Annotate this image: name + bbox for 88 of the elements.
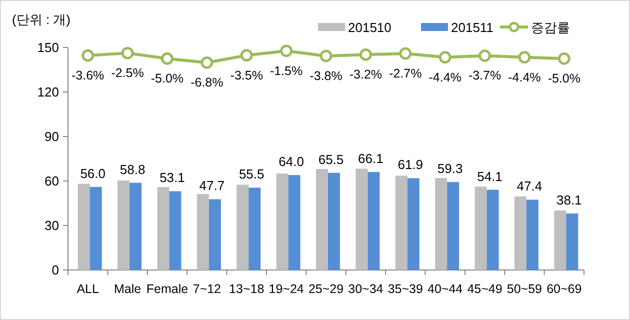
bar (435, 178, 448, 270)
point (359, 48, 372, 61)
x-tick-label: 25~29 (308, 282, 344, 296)
x-tick-label: 13~18 (229, 282, 264, 296)
bar (328, 172, 340, 270)
data-label: 53.1 (160, 170, 185, 186)
bar (486, 190, 499, 270)
bar (514, 196, 526, 270)
data-label: 38.1 (556, 192, 582, 208)
x-tick-label: 7~12 (192, 282, 222, 296)
y-tick-label: 90 (44, 129, 59, 144)
bar (356, 168, 368, 270)
bar (90, 186, 102, 270)
point (478, 49, 492, 62)
bar (407, 178, 420, 270)
data-label: -4.4% (508, 70, 541, 84)
bar (288, 175, 300, 270)
bar (526, 200, 538, 270)
bar (474, 186, 487, 270)
bar (78, 184, 90, 270)
y-tick-label: 60 (44, 174, 59, 188)
data-label: 47.4 (516, 178, 542, 194)
y-tick-label: 30 (44, 218, 59, 233)
x-tick-label: 60~69 (546, 282, 582, 296)
legend-label: 201510 (348, 20, 392, 35)
bar (248, 188, 261, 270)
data-label: -3.7% (468, 68, 502, 83)
ylabel: (단위 : 개) (12, 12, 70, 27)
x-tick-label: 50~59 (506, 282, 542, 296)
point (280, 44, 293, 58)
data-label: -6.8% (190, 76, 224, 90)
data-label: -3.2% (349, 68, 382, 82)
point (160, 52, 174, 65)
bar (368, 172, 380, 270)
point (320, 50, 332, 62)
x-tick-label: 19~24 (268, 282, 304, 296)
point (121, 46, 134, 60)
data-label: -5.0% (548, 72, 580, 86)
data-label: -5.0% (150, 72, 184, 86)
x-tick-label: ALL (76, 282, 100, 296)
x-tick-label: 40~44 (428, 282, 463, 296)
data-label: 56.0 (80, 166, 106, 181)
bar (236, 184, 249, 270)
point (399, 47, 412, 60)
data-label: -3.8% (310, 68, 342, 83)
point (518, 51, 531, 64)
point (200, 56, 214, 69)
bar (157, 187, 170, 270)
bar (316, 168, 328, 270)
data-label: -2.5% (111, 66, 144, 80)
bar (554, 210, 566, 270)
point (558, 52, 570, 65)
data-label: -4.4% (428, 70, 462, 84)
x-tick-label: Male (114, 282, 142, 296)
bar (130, 182, 142, 270)
bar (196, 194, 209, 270)
data-label: -3.5% (230, 68, 263, 82)
bar (566, 213, 578, 270)
data-label: 47.7 (199, 178, 225, 194)
data-label: 59.3 (437, 161, 463, 176)
bar (118, 180, 130, 270)
point (82, 49, 94, 62)
y-tick-label: 150 (37, 40, 59, 55)
data-label: -3.6% (72, 68, 104, 83)
data-label: 61.9 (398, 157, 424, 172)
bar (276, 174, 288, 270)
x-tick-label: 45~49 (467, 282, 502, 296)
legend-label: 증감률 (531, 20, 570, 35)
y-tick-label: 0 (52, 262, 59, 278)
data-label: 66.1 (358, 150, 384, 166)
data-label: 65.5 (318, 152, 344, 167)
x-tick-label: 35~39 (388, 282, 423, 296)
point (240, 49, 253, 62)
data-label: -2.7% (389, 66, 422, 81)
bar (208, 199, 221, 270)
y-tick-label: 120 (37, 84, 59, 100)
legend-label: 201511 (451, 20, 494, 35)
data-label: 58.8 (120, 162, 146, 177)
data-label: -1.5% (270, 64, 303, 78)
x-tick-label: 30~34 (348, 282, 384, 296)
bar (169, 191, 182, 270)
data-label: 64.0 (278, 154, 304, 170)
x-tick-label: Female (146, 282, 188, 296)
bar (395, 176, 408, 270)
data-label: 55.5 (238, 166, 264, 182)
point (438, 51, 452, 64)
bar (447, 182, 460, 270)
data-label: 54.1 (477, 168, 502, 184)
